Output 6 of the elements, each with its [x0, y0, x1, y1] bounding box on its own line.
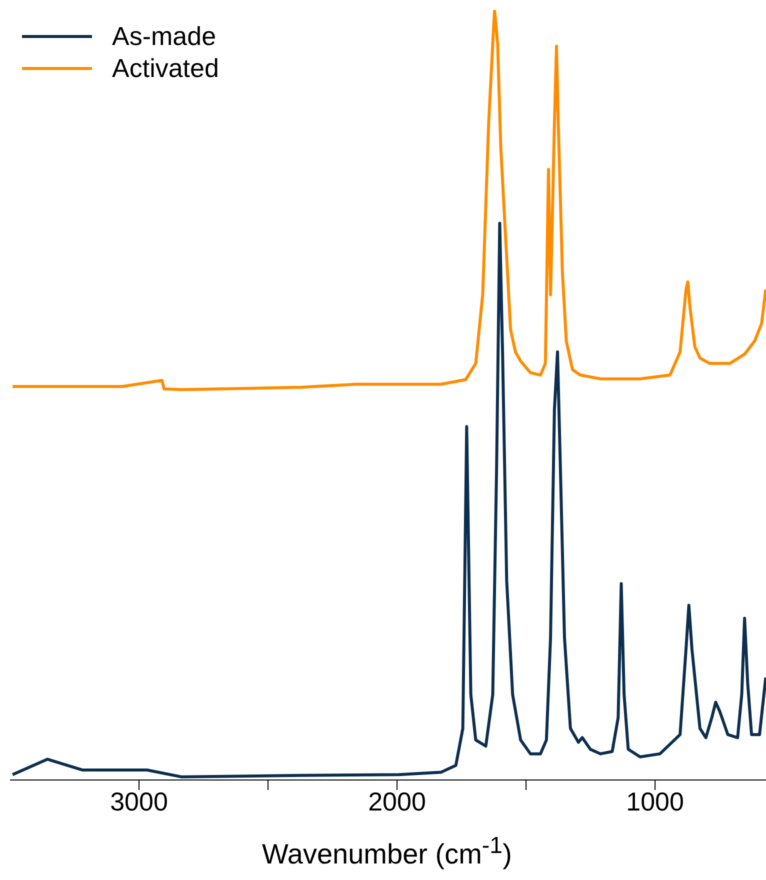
x-tick-label: 2000: [368, 786, 426, 816]
x-tick-label: 1000: [626, 786, 684, 816]
x-tick-label: 3000: [110, 786, 168, 816]
x-axis-title: Wavenumber (cm$^{-1}$): [261, 832, 513, 870]
legend-label: Activated: [112, 52, 219, 84]
legend-label: As-made: [112, 20, 216, 52]
